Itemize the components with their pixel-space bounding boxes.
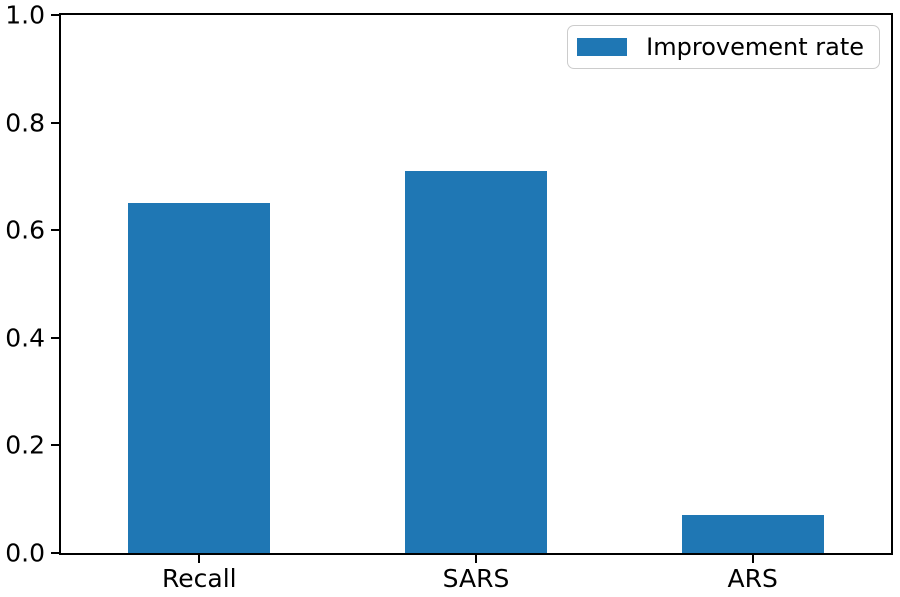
bar-recall	[128, 203, 270, 553]
y-tick-label: 0.0	[5, 538, 45, 568]
y-tick-label: 1.0	[5, 0, 45, 30]
y-tick-mark	[51, 552, 59, 554]
y-tick-mark	[51, 229, 59, 232]
plot-area: 0.0 0.2 0.4 0.6 0.8 1.0 Recall SARS ARS Improvem…	[5, 3, 893, 591]
y-tick-label: 0.4	[5, 323, 45, 353]
x-tick-mark	[475, 555, 477, 563]
legend: Improvement rate	[567, 25, 880, 70]
y-tick-label: 0.8	[5, 108, 45, 138]
y-tick-mark	[51, 121, 59, 124]
x-tick-label-ars: ARS	[727, 564, 778, 593]
bar-ars	[682, 515, 824, 553]
legend-label: Improvement rate	[646, 33, 864, 61]
plot-inner: 0.0 0.2 0.4 0.6 0.8 1.0 Recall SARS ARS	[5, 3, 891, 591]
y-tick-mark	[51, 444, 59, 447]
y-tick-label: 0.6	[5, 215, 45, 245]
x-tick-mark	[198, 555, 201, 563]
x-tick-label-recall: Recall	[162, 564, 237, 593]
y-tick-label: 0.2	[5, 430, 45, 460]
x-tick-label-sars: SARS	[442, 564, 510, 593]
y-tick-mark	[51, 336, 59, 339]
legend-swatch-improvement-rate	[577, 38, 628, 57]
x-tick-mark	[751, 555, 754, 563]
y-tick-mark	[51, 14, 59, 16]
bar-sars	[405, 171, 547, 553]
